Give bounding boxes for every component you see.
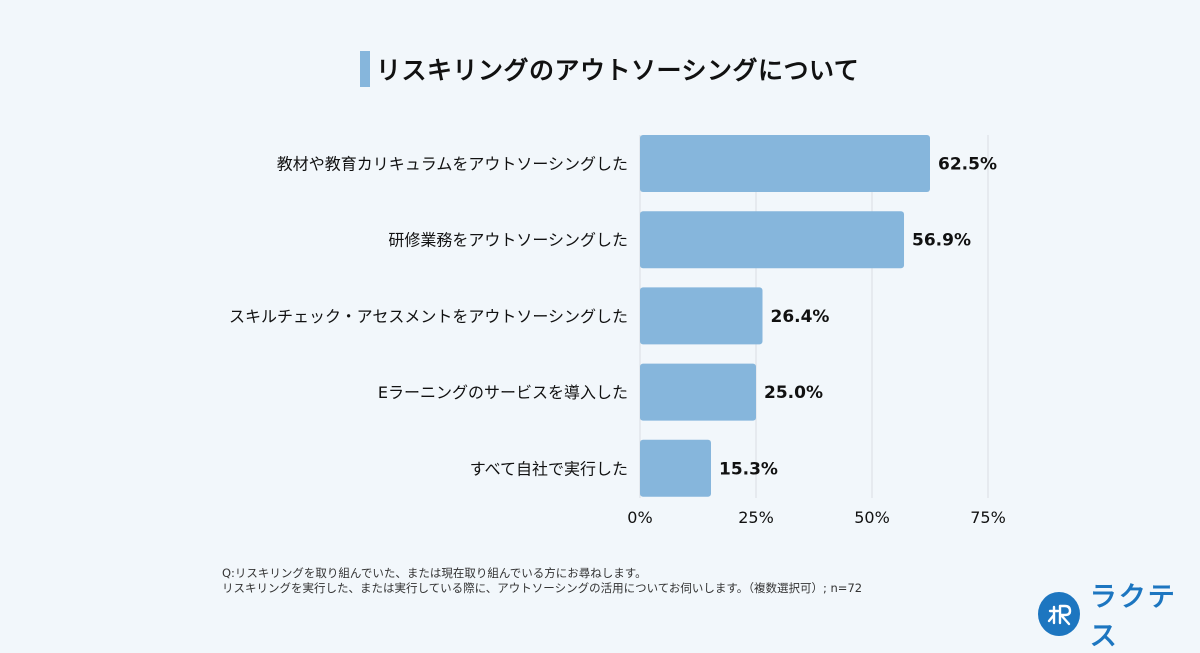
- title-accent-bar: [360, 51, 370, 87]
- category-label-4: すべて自社で実行した: [470, 459, 628, 478]
- category-label-2: スキルチェック・アセスメントをアウトソーシングした: [229, 307, 628, 326]
- footnote-question: Q:リスキリングを取り組んでいた、または現在取り組んでいる方にお尋ねします。: [222, 566, 647, 580]
- bar-2: [640, 287, 763, 345]
- chart-title: リスキリングのアウトソーシングについて: [376, 56, 860, 85]
- x-tick-label-75: 75%: [970, 508, 1006, 527]
- bar-0: [640, 135, 930, 192]
- bar-chart: 教材や教育カリキュラムをアウトソーシングした 62.5% 研修業務をアウトソーシング…: [229, 135, 1006, 527]
- x-tick-label-0: 0%: [627, 508, 652, 527]
- value-label-0: 62.5%: [938, 155, 997, 175]
- category-label-0: 教材や教育カリキュラムをアウトソーシングした: [277, 155, 628, 174]
- value-label-3: 25.0%: [764, 383, 823, 403]
- value-label-2: 26.4%: [770, 307, 829, 327]
- footnote-detail: リスキリングを実行した、または実行している際に、アウトソーシングの活用についてお…: [222, 581, 863, 595]
- x-tick-label-50: 50%: [854, 508, 890, 527]
- category-label-3: Eラーニングのサービスを導入した: [378, 383, 628, 402]
- value-label-4: 15.3%: [719, 459, 778, 479]
- chart-title-block: リスキリングのアウトソーシングについて: [360, 50, 859, 88]
- value-label-1: 56.9%: [912, 231, 971, 251]
- brand-logo: ラクテス: [1038, 575, 1200, 653]
- bar-3: [640, 363, 756, 421]
- bar-1: [640, 211, 905, 269]
- logo-mark-icon: [1038, 592, 1080, 636]
- survey-footnote: Q:リスキリングを取り組んでいた、または現在取り組んでいる方にお尋ねします。 リ…: [222, 566, 862, 596]
- logo-text: ラクテス: [1089, 582, 1177, 652]
- category-label-1: 研修業務をアウトソーシングした: [388, 231, 628, 250]
- x-tick-label-25: 25%: [738, 508, 774, 527]
- bar-4: [640, 439, 711, 497]
